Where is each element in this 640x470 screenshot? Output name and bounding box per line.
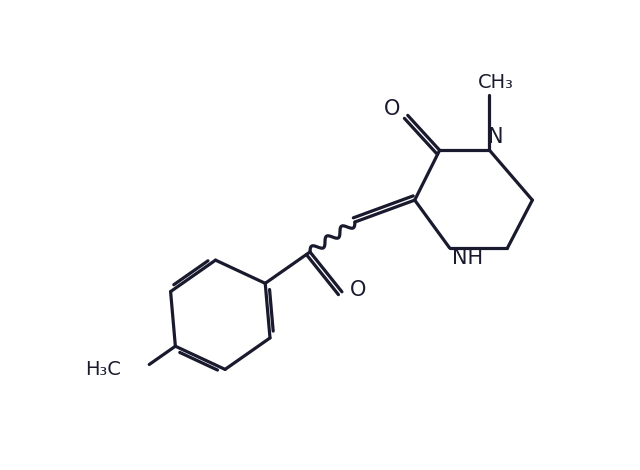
Text: O: O bbox=[349, 280, 366, 300]
Text: CH₃: CH₃ bbox=[477, 73, 513, 92]
Text: O: O bbox=[383, 99, 400, 119]
Text: H₃C: H₃C bbox=[86, 360, 122, 379]
Text: N: N bbox=[488, 127, 503, 147]
Text: NH: NH bbox=[452, 248, 483, 268]
